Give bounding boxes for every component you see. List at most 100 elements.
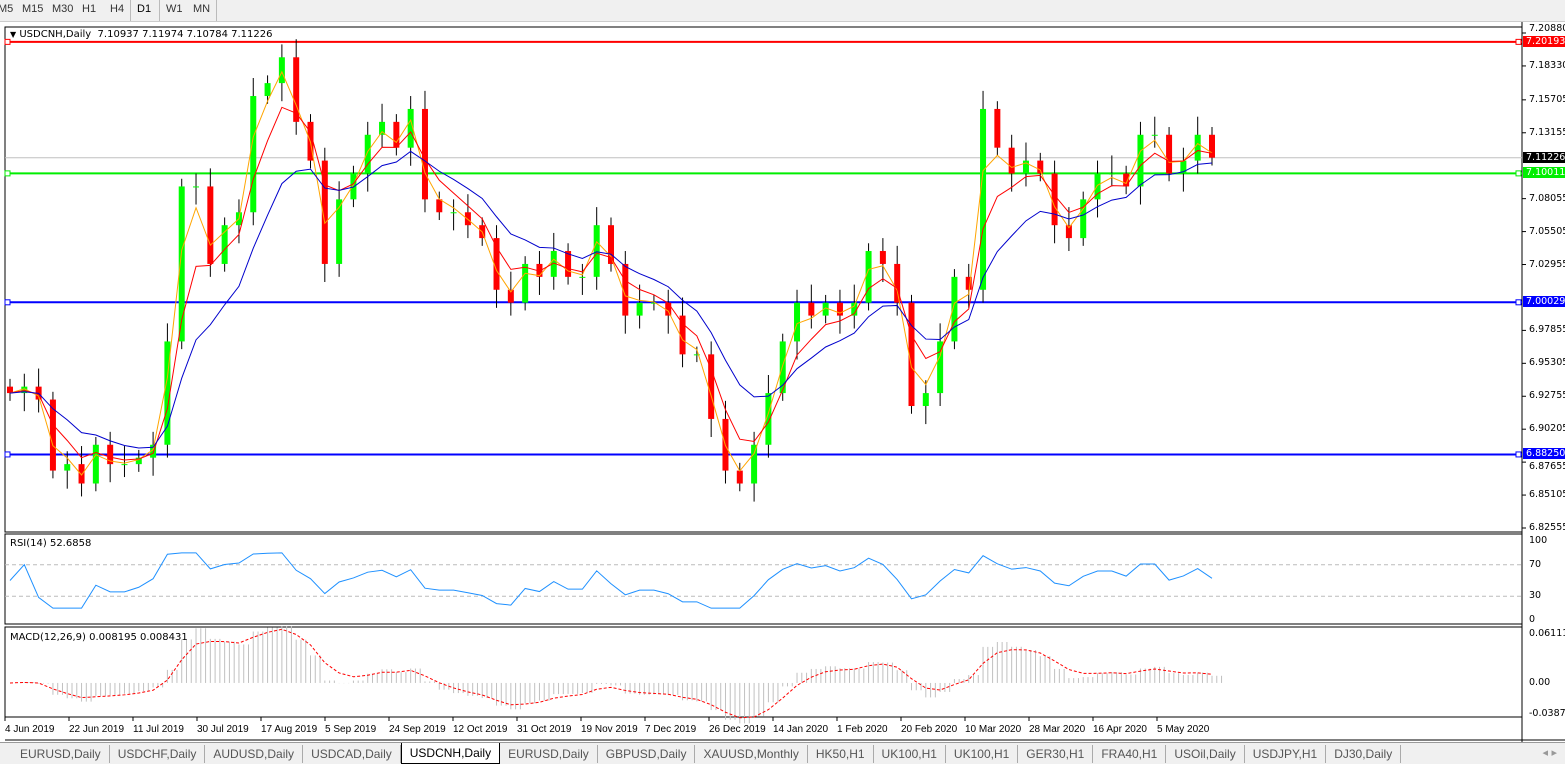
candle-body bbox=[150, 444, 157, 458]
price-tick: 6.87655 bbox=[1529, 460, 1565, 472]
timeframe-mn[interactable]: MN bbox=[193, 3, 211, 15]
candle-body bbox=[808, 302, 815, 316]
chart-tab[interactable]: USDCAD,Daily bbox=[303, 745, 401, 763]
chart-tab[interactable]: EURUSD,Daily bbox=[500, 745, 598, 763]
chart-tab[interactable]: USDCHF,Daily bbox=[110, 745, 206, 763]
price-tick: 6.82555 bbox=[1529, 522, 1565, 533]
candle-body bbox=[1209, 134, 1215, 158]
timeframe-toolbar: M5 M15 M30 H1 H4 D1 W1 MN bbox=[0, 0, 1565, 22]
chart-tab[interactable]: XAUUSD,Monthly bbox=[695, 745, 808, 763]
candle-body bbox=[278, 57, 285, 84]
candle-body bbox=[178, 186, 185, 342]
chart-tab[interactable]: AUDUSD,Daily bbox=[205, 745, 304, 763]
candle-body bbox=[1137, 134, 1144, 187]
candle-body bbox=[336, 199, 343, 264]
macd-tick: -0.038777 bbox=[1529, 708, 1565, 719]
ohlc-values: 7.10937 7.11974 7.10784 7.11226 bbox=[97, 29, 273, 40]
macd-tick: 0.00 bbox=[1529, 676, 1551, 688]
date-tick: 14 Jan 2020 bbox=[773, 724, 829, 735]
candle-body bbox=[865, 251, 872, 303]
level-handle bbox=[4, 451, 11, 458]
candle-body bbox=[708, 354, 715, 419]
candle-body bbox=[464, 212, 471, 226]
candle-body bbox=[21, 386, 28, 394]
timeframe-h4[interactable]: H4 bbox=[110, 3, 125, 15]
date-tick: 7 Dec 2019 bbox=[645, 724, 697, 735]
candle-body bbox=[436, 199, 443, 213]
date-tick: 30 Jul 2019 bbox=[197, 724, 249, 735]
candle-body bbox=[1022, 160, 1029, 174]
chart-tab[interactable]: USDJPY,H1 bbox=[1245, 745, 1327, 763]
chart-tab[interactable]: HK50,H1 bbox=[808, 745, 874, 763]
candle-body bbox=[908, 302, 915, 407]
timeframe-m15[interactable]: M15 bbox=[22, 3, 44, 15]
chart-tab[interactable]: USOil,Daily bbox=[1166, 745, 1245, 763]
candle-body bbox=[693, 354, 700, 356]
date-tick: 5 May 2020 bbox=[1157, 724, 1210, 735]
symbol-label: USDCNH,Daily bbox=[19, 29, 92, 40]
candle-body bbox=[550, 251, 557, 277]
chart-tab[interactable]: FRA40,H1 bbox=[1093, 745, 1167, 763]
rsi-tick: 0 bbox=[1529, 614, 1536, 625]
date-tick: 28 Mar 2020 bbox=[1029, 724, 1086, 735]
candle-body bbox=[207, 186, 214, 264]
candle-body bbox=[751, 444, 758, 484]
candle-body bbox=[193, 186, 200, 188]
date-tick: 11 Jul 2019 bbox=[133, 724, 184, 735]
date-tick: 10 Mar 2020 bbox=[965, 724, 1022, 735]
timeframe-d1[interactable]: D1 bbox=[137, 3, 152, 15]
level-handle bbox=[4, 38, 11, 45]
candle-body bbox=[994, 108, 1001, 148]
rsi-tick: 100 bbox=[1529, 535, 1548, 546]
date-tick: 22 Jun 2019 bbox=[69, 724, 125, 735]
chart-canvas[interactable] bbox=[0, 0, 1565, 742]
candle-body bbox=[1108, 173, 1115, 175]
price-tick: 7.02955 bbox=[1529, 258, 1565, 270]
candle-body bbox=[264, 83, 271, 97]
chart-menu-triangle-icon[interactable]: ▼ bbox=[10, 30, 17, 39]
candle-body bbox=[407, 108, 414, 148]
chart-tab[interactable]: DJ30,Daily bbox=[1326, 745, 1402, 763]
timeframe-h1[interactable]: H1 bbox=[82, 3, 97, 15]
candle-body bbox=[1080, 199, 1087, 239]
price-tick: 7.20880 bbox=[1529, 23, 1565, 35]
price-tick: 6.92755 bbox=[1529, 390, 1565, 402]
candle-body bbox=[1180, 160, 1187, 174]
candle-body bbox=[7, 386, 13, 394]
date-tick: 19 Nov 2019 bbox=[581, 724, 638, 735]
date-tick: 24 Sep 2019 bbox=[389, 724, 446, 735]
timeframe-m30[interactable]: M30 bbox=[52, 3, 74, 15]
candle-body bbox=[765, 393, 772, 445]
macd-label: MACD(12,26,9) 0.008195 0.008431 bbox=[10, 632, 188, 643]
chart-tab[interactable]: GER30,H1 bbox=[1018, 745, 1094, 763]
candle-body bbox=[836, 302, 843, 316]
candle-body bbox=[794, 302, 801, 342]
candle-body bbox=[980, 108, 987, 290]
chart-tab[interactable]: GBPUSD,Daily bbox=[598, 745, 696, 763]
candle-body bbox=[894, 263, 901, 303]
chart-tab[interactable]: USDCNH,Daily bbox=[400, 743, 501, 764]
candle-body bbox=[636, 302, 643, 316]
candle-body bbox=[379, 121, 386, 135]
chart-tab[interactable]: EURUSD,Daily bbox=[12, 745, 110, 763]
candle-body bbox=[1123, 173, 1130, 187]
candle-body bbox=[608, 225, 614, 264]
price-tick: 6.90205 bbox=[1529, 423, 1565, 435]
macd-signal-line bbox=[9, 628, 1213, 719]
candle-body bbox=[164, 341, 171, 445]
timeframe-m5[interactable]: M5 bbox=[0, 3, 14, 15]
date-tick: 20 Feb 2020 bbox=[901, 724, 958, 735]
price-tick: 7.05505 bbox=[1529, 225, 1565, 237]
candle-body bbox=[78, 464, 85, 484]
candle-body bbox=[951, 276, 958, 342]
price-tick: 7.13155 bbox=[1529, 126, 1565, 138]
date-tick: 5 Sep 2019 bbox=[325, 724, 377, 735]
candle-body bbox=[665, 302, 672, 316]
chart-tab[interactable]: UK100,H1 bbox=[874, 745, 946, 763]
ma-mid-line bbox=[9, 106, 1213, 461]
level-handle bbox=[1515, 170, 1522, 177]
tab-scroll-arrows-icon[interactable]: ◂ ▸ bbox=[1542, 746, 1557, 759]
rsi-panel-border bbox=[4, 533, 1523, 625]
chart-tab[interactable]: UK100,H1 bbox=[946, 745, 1019, 763]
timeframe-w1[interactable]: W1 bbox=[166, 3, 183, 15]
